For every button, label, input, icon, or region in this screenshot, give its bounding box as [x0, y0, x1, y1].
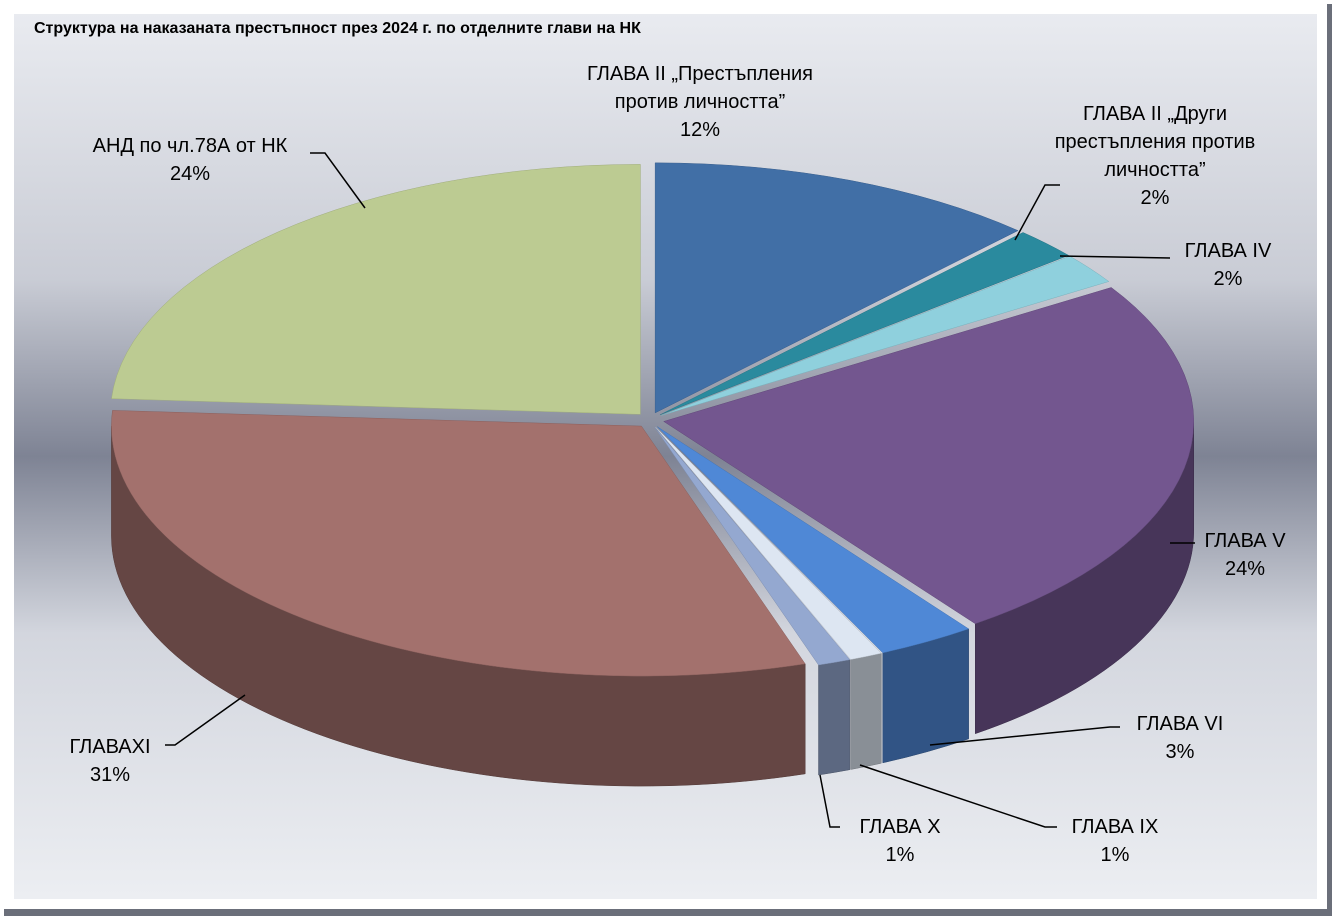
slice	[656, 426, 970, 654]
value-label: 24%	[169, 163, 211, 185]
category-label: ГЛАВА II „Престъпления против личността”	[586, 63, 814, 113]
data-label: ГЛАВА IX 1%	[1055, 813, 1175, 869]
pie	[111, 162, 1194, 787]
value-label: 3%	[1165, 741, 1195, 763]
value-label: 2%	[1213, 268, 1243, 290]
category-label: ГЛАВАXI	[69, 736, 151, 758]
category-label: ГЛАВА X	[859, 816, 941, 838]
slice	[111, 164, 641, 415]
slice	[111, 410, 806, 677]
value-label: 24%	[1224, 558, 1266, 580]
data-label: ГЛАВА II „Други престъпления против личн…	[1020, 100, 1290, 212]
data-label: ГЛАВА VI 3%	[1120, 710, 1240, 766]
slice-side	[850, 652, 882, 770]
value-label: 1%	[1100, 844, 1130, 866]
leader-lines	[165, 152, 1195, 828]
category-label: ГЛАВА VI	[1136, 713, 1224, 735]
slice-side	[818, 659, 851, 776]
leader-line	[819, 774, 840, 828]
data-label: ГЛАВАXI 31%	[50, 733, 170, 789]
chart-title: Структура на наказаната престъпност през…	[34, 20, 641, 37]
data-label: ГЛАВА IV 2%	[1168, 237, 1288, 293]
category-label: ГЛАВА II „Други престъпления против личн…	[1054, 103, 1256, 181]
value-label: 31%	[89, 764, 131, 786]
data-label: ГЛАВА X 1%	[840, 813, 960, 869]
category-label: ГЛАВА V	[1204, 530, 1286, 552]
value-label: 12%	[679, 119, 721, 141]
slice	[654, 427, 851, 666]
category-label: ГЛАВА IV	[1184, 240, 1272, 262]
leader-line	[1014, 184, 1060, 241]
leader-line	[859, 764, 1057, 828]
slice	[663, 287, 1194, 624]
slice	[654, 162, 1019, 414]
data-label: АНД по чл.78А от НК 24%	[55, 132, 325, 188]
leader-line	[929, 726, 1120, 746]
leader-line	[310, 152, 366, 209]
value-label: 2%	[1140, 187, 1170, 209]
leader-line	[1059, 255, 1171, 259]
value-label: 1%	[885, 844, 915, 866]
slice	[660, 232, 1070, 415]
data-label: ГЛАВА V 24%	[1185, 527, 1305, 583]
data-label: ГЛАВА II „Престъпления против личността”…	[580, 60, 820, 144]
leader-line	[165, 694, 246, 746]
slice	[655, 426, 882, 660]
category-label: ГЛАВА IX	[1071, 816, 1159, 838]
category-label: АНД по чл.78А от НК	[92, 135, 288, 157]
